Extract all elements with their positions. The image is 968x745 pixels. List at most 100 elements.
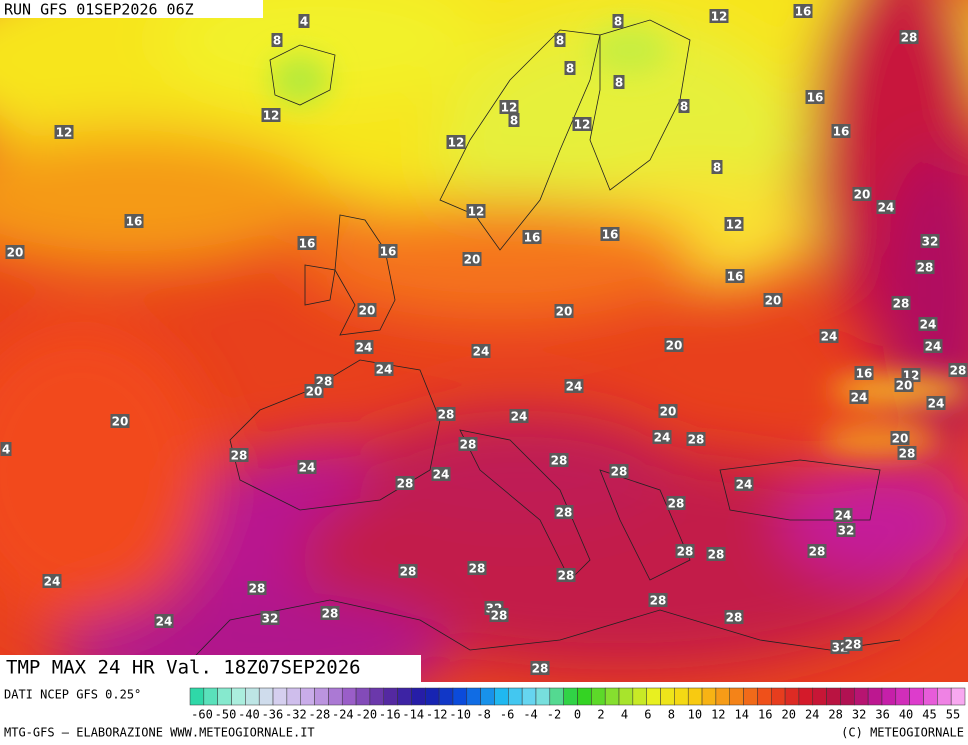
scale-cell bbox=[715, 687, 730, 706]
contour-value: 20 bbox=[666, 339, 683, 353]
label-box bbox=[652, 430, 672, 444]
contour-label: 20 bbox=[763, 293, 783, 308]
label-box bbox=[664, 338, 684, 352]
contour-value: 28 bbox=[650, 594, 667, 608]
contour-label: 16 bbox=[600, 227, 620, 242]
label-box bbox=[54, 125, 74, 139]
label-box bbox=[458, 437, 478, 451]
contour-value: 24 bbox=[654, 431, 671, 445]
contour-value: 28 bbox=[688, 433, 705, 447]
contour-value: 16 bbox=[807, 91, 824, 105]
contour-label: 12 bbox=[54, 125, 74, 140]
contour-label: 8 bbox=[554, 33, 566, 48]
scale-label: -2 bbox=[547, 708, 561, 722]
scale-label: -50 bbox=[215, 708, 237, 722]
contour-value: 28 bbox=[668, 497, 685, 511]
scale-label: 20 bbox=[781, 708, 795, 722]
label-box bbox=[260, 611, 280, 625]
scale-cell bbox=[604, 687, 620, 706]
contour-value: 24 bbox=[821, 330, 838, 344]
contour-value: 24 bbox=[851, 391, 868, 405]
header-box bbox=[0, 0, 263, 18]
label-box bbox=[398, 564, 418, 578]
scale-cell bbox=[452, 687, 468, 706]
scale-cell bbox=[494, 687, 509, 706]
contour-value: 20 bbox=[765, 294, 782, 308]
contour-value: 8 bbox=[273, 34, 281, 48]
contour-value: 16 bbox=[299, 237, 316, 251]
contour-label: 24 bbox=[374, 362, 394, 377]
label-box bbox=[564, 61, 576, 75]
contour-label: 28 bbox=[229, 448, 249, 463]
label-box bbox=[462, 252, 482, 266]
scale-label: -6 bbox=[500, 708, 514, 722]
scale-cell bbox=[300, 687, 315, 706]
label-box bbox=[522, 230, 542, 244]
contour-value: 28 bbox=[322, 607, 339, 621]
contour-value: 28 bbox=[231, 449, 248, 463]
scale-label: 55 bbox=[946, 708, 960, 722]
contour-label: 20 bbox=[5, 245, 25, 260]
label-box bbox=[42, 574, 62, 588]
contour-label: 28 bbox=[556, 568, 576, 583]
label-box bbox=[709, 9, 729, 23]
contour-value: 24 bbox=[433, 468, 450, 482]
scale-cell bbox=[674, 687, 689, 706]
scale-label: 16 bbox=[758, 708, 772, 722]
label-box bbox=[446, 135, 466, 149]
contour-value: 28 bbox=[491, 609, 508, 623]
scale-cell bbox=[632, 687, 647, 706]
scale-cell bbox=[895, 687, 910, 706]
scale-cell bbox=[798, 687, 814, 706]
contour-label: 28 bbox=[436, 407, 456, 422]
contour-value: 24 bbox=[928, 397, 945, 411]
scale-cell bbox=[286, 687, 301, 706]
contour-label: 28 bbox=[247, 581, 267, 596]
contour-value: 28 bbox=[558, 569, 575, 583]
scale-cell bbox=[701, 687, 717, 706]
contour-value: 28 bbox=[460, 438, 477, 452]
contour-label: 28 bbox=[549, 453, 569, 468]
contour-label: 28 bbox=[724, 610, 744, 625]
scale-cell bbox=[881, 687, 897, 706]
run-label: RUN GFS 01SEP2026 06Z bbox=[4, 1, 194, 19]
contour-label: 8 bbox=[564, 61, 576, 76]
label-box bbox=[556, 568, 576, 582]
contour-label: 24 bbox=[509, 409, 529, 424]
label-box bbox=[843, 637, 863, 651]
scale-cell bbox=[203, 687, 218, 706]
contour-label: 16 bbox=[831, 124, 851, 139]
scale-label: 32 bbox=[852, 708, 866, 722]
contour-label: 28 bbox=[609, 464, 629, 479]
contour-label: 24 bbox=[734, 477, 754, 492]
label-box bbox=[261, 108, 281, 122]
scale-cell bbox=[508, 687, 523, 706]
contour-value: 12 bbox=[468, 205, 485, 219]
label-box bbox=[304, 384, 324, 398]
scale-label: 8 bbox=[668, 708, 675, 722]
contour-label: 28 bbox=[706, 547, 726, 562]
scale-label: 45 bbox=[922, 708, 936, 722]
label-box bbox=[836, 523, 856, 537]
contour-label: 12 bbox=[499, 100, 519, 115]
contour-label: 32 bbox=[260, 611, 280, 626]
contour-label: 12 bbox=[709, 9, 729, 24]
footer-credit: MTG-GFS — ELABORAZIONE WWW.METEOGIORNALE… bbox=[4, 726, 315, 740]
contour-label: 28 bbox=[899, 30, 919, 45]
label-box bbox=[110, 414, 130, 428]
label-box bbox=[609, 464, 629, 478]
scale-label: 28 bbox=[828, 708, 842, 722]
scale-cell bbox=[466, 687, 481, 706]
contour-value: 24 bbox=[925, 340, 942, 354]
contour-label: 16 bbox=[725, 269, 745, 284]
scale-cell bbox=[757, 687, 772, 706]
contour-value: 8 bbox=[713, 161, 721, 175]
contour-label: 8 bbox=[612, 14, 624, 29]
label-box bbox=[805, 90, 825, 104]
contour-label: 24 bbox=[354, 340, 374, 355]
label-box bbox=[894, 378, 914, 392]
label-box bbox=[357, 303, 377, 317]
label-box bbox=[154, 614, 174, 628]
label-box bbox=[600, 227, 620, 241]
scale-cell bbox=[272, 687, 288, 706]
